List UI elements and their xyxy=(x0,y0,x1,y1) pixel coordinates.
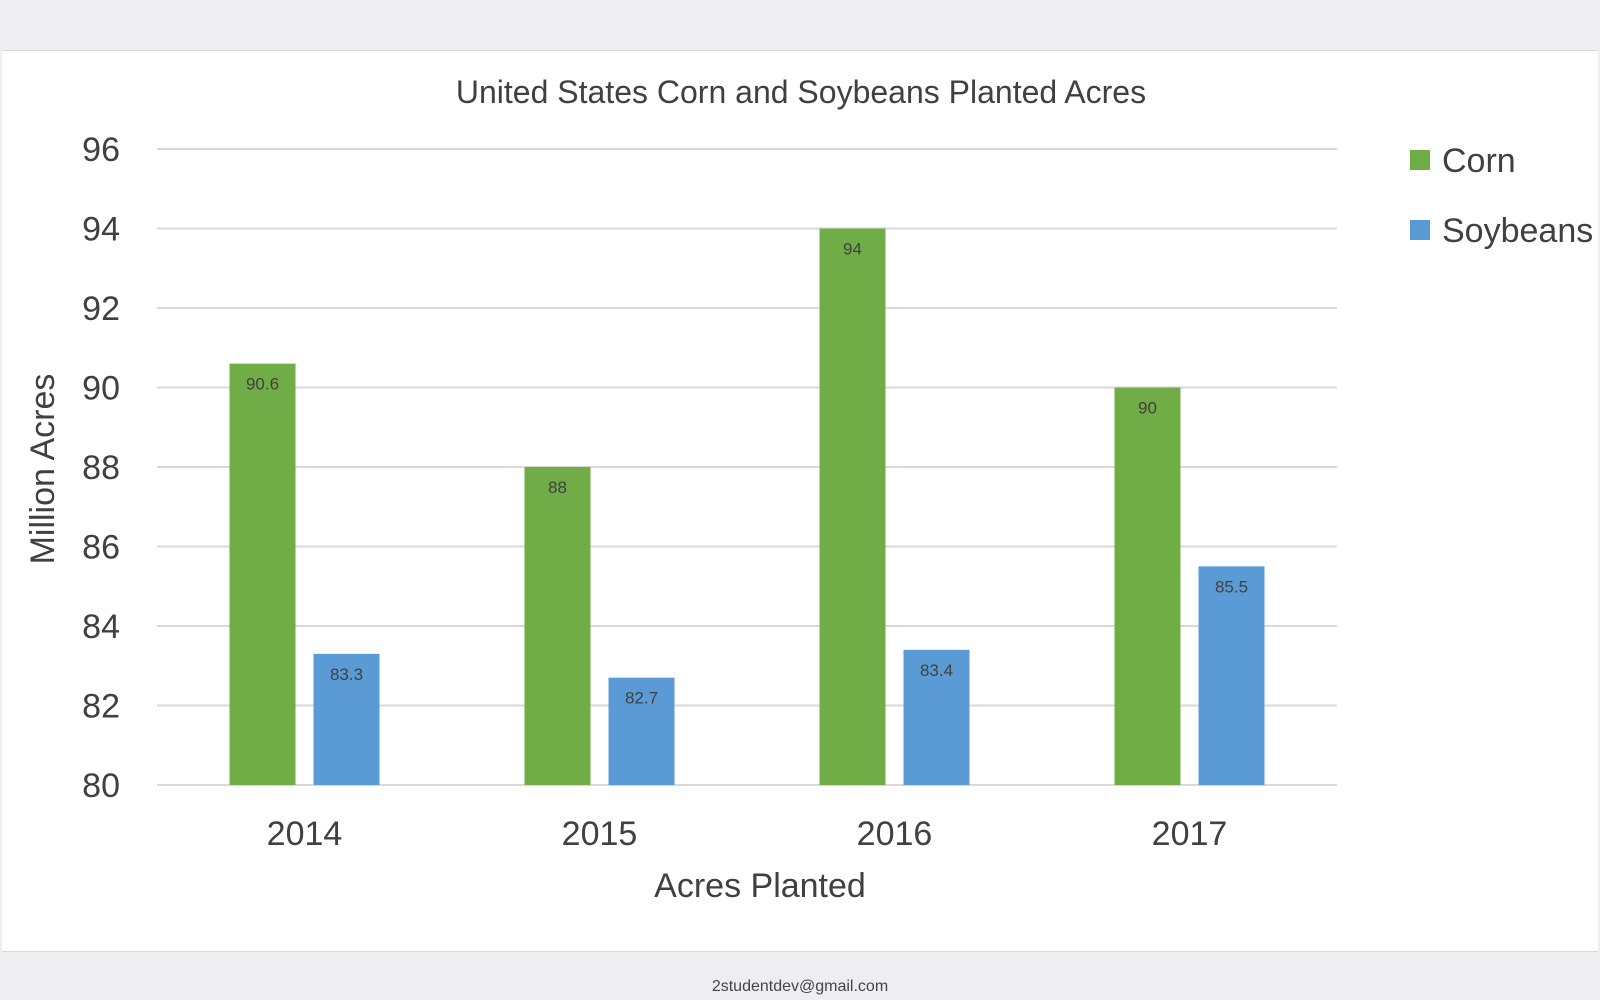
bar-corn xyxy=(229,363,296,785)
legend-label-corn: Corn xyxy=(1442,142,1516,180)
bars: 90.6 83.3 88 82.7 94 83.4 90 85.5 xyxy=(229,228,1265,785)
y-tick-label: 94 xyxy=(82,211,120,249)
data-label: 85.5 xyxy=(1215,577,1248,596)
x-axis-label: Acres Planted xyxy=(654,867,866,905)
y-axis-label: Million Acres xyxy=(24,374,62,565)
x-tick-label: 2015 xyxy=(562,815,638,853)
bar-chart: United States Corn and Soybeans Planted … xyxy=(24,74,1593,905)
legend-label-soybeans: Soybeans xyxy=(1442,212,1593,250)
chart-panel: United States Corn and Soybeans Planted … xyxy=(2,50,1598,952)
x-tick-label: 2017 xyxy=(1152,815,1228,853)
chart-title: United States Corn and Soybeans Planted … xyxy=(456,74,1146,110)
y-tick-label: 82 xyxy=(82,688,120,726)
bar-soybeans xyxy=(313,653,380,785)
data-label: 88 xyxy=(548,478,567,497)
x-tick-label: 2014 xyxy=(267,815,343,853)
x-tick-label: 2016 xyxy=(857,815,933,853)
footer-email: 2studentdev@gmail.com xyxy=(711,978,889,995)
bar-soybeans xyxy=(1198,566,1265,785)
y-tick-label: 96 xyxy=(82,131,120,169)
bar-corn xyxy=(524,467,591,785)
legend: Corn Soybeans xyxy=(1410,142,1593,250)
y-tick-label: 86 xyxy=(82,529,120,567)
data-label: 90 xyxy=(1138,399,1157,418)
y-tick-label: 90 xyxy=(82,370,120,408)
bar-soybeans xyxy=(903,649,970,785)
y-tick-label: 92 xyxy=(82,290,120,328)
bar-soybeans xyxy=(608,677,675,785)
data-label: 94 xyxy=(843,240,862,259)
x-axis-ticks: 2014 2015 2016 2017 xyxy=(267,815,1228,853)
bar-corn xyxy=(819,228,886,785)
data-label: 83.3 xyxy=(330,665,363,684)
y-tick-label: 88 xyxy=(82,449,120,487)
legend-swatch-soybeans xyxy=(1410,220,1430,240)
y-axis-ticks: 80 82 84 86 88 90 92 94 96 xyxy=(82,131,120,805)
legend-swatch-corn xyxy=(1410,150,1430,170)
y-tick-label: 80 xyxy=(82,767,120,805)
data-label: 90.6 xyxy=(246,375,279,394)
data-label: 83.4 xyxy=(920,661,953,680)
bar-corn xyxy=(1114,387,1181,785)
data-label: 82.7 xyxy=(625,689,658,708)
y-tick-label: 84 xyxy=(82,608,120,646)
